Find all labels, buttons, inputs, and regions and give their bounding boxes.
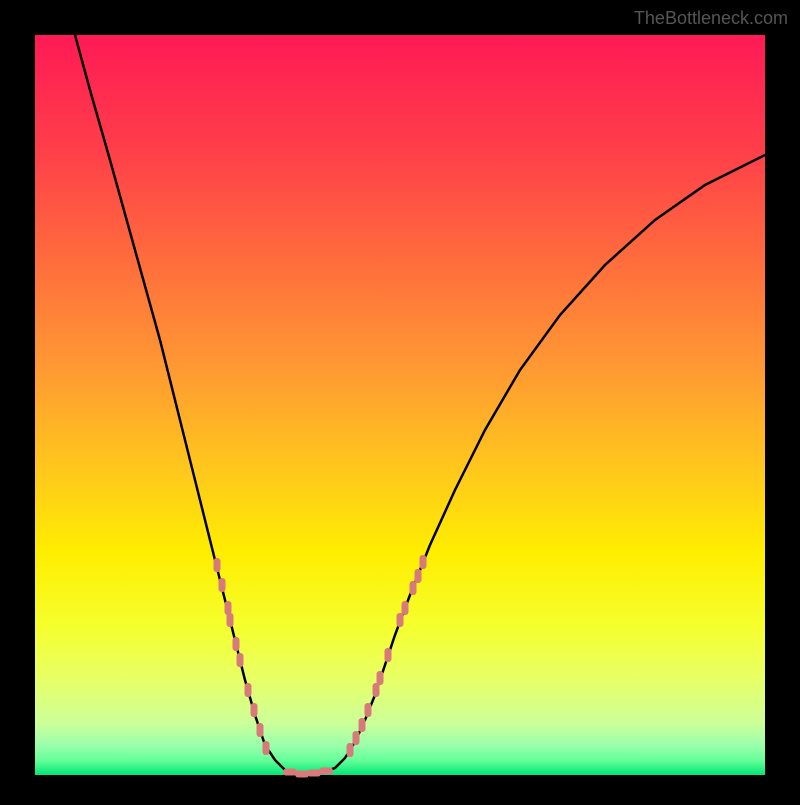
- data-marker: [420, 555, 427, 569]
- data-marker: [415, 569, 422, 583]
- data-marker: [251, 703, 258, 717]
- data-marker: [347, 743, 354, 757]
- data-marker: [410, 581, 417, 595]
- data-marker: [402, 601, 409, 615]
- data-marker: [319, 768, 333, 775]
- data-marker: [225, 601, 232, 615]
- data-marker: [377, 671, 384, 685]
- data-marker: [359, 718, 366, 732]
- data-marker: [233, 637, 240, 651]
- data-marker: [257, 723, 264, 737]
- watermark-text: TheBottleneck.com: [634, 8, 788, 29]
- data-marker: [373, 683, 380, 697]
- data-marker: [214, 558, 221, 572]
- data-marker: [237, 653, 244, 667]
- data-marker: [219, 578, 226, 592]
- data-marker: [365, 703, 372, 717]
- chart-container: [0, 0, 800, 800]
- data-marker: [227, 613, 234, 627]
- data-marker: [307, 770, 321, 777]
- chart-svg: [0, 0, 800, 800]
- data-marker: [385, 648, 392, 662]
- plot-area: [35, 35, 765, 775]
- data-marker: [263, 741, 270, 755]
- data-marker: [397, 613, 404, 627]
- data-marker: [353, 731, 360, 745]
- data-marker: [283, 769, 297, 776]
- data-marker: [245, 683, 252, 697]
- data-marker: [295, 771, 309, 778]
